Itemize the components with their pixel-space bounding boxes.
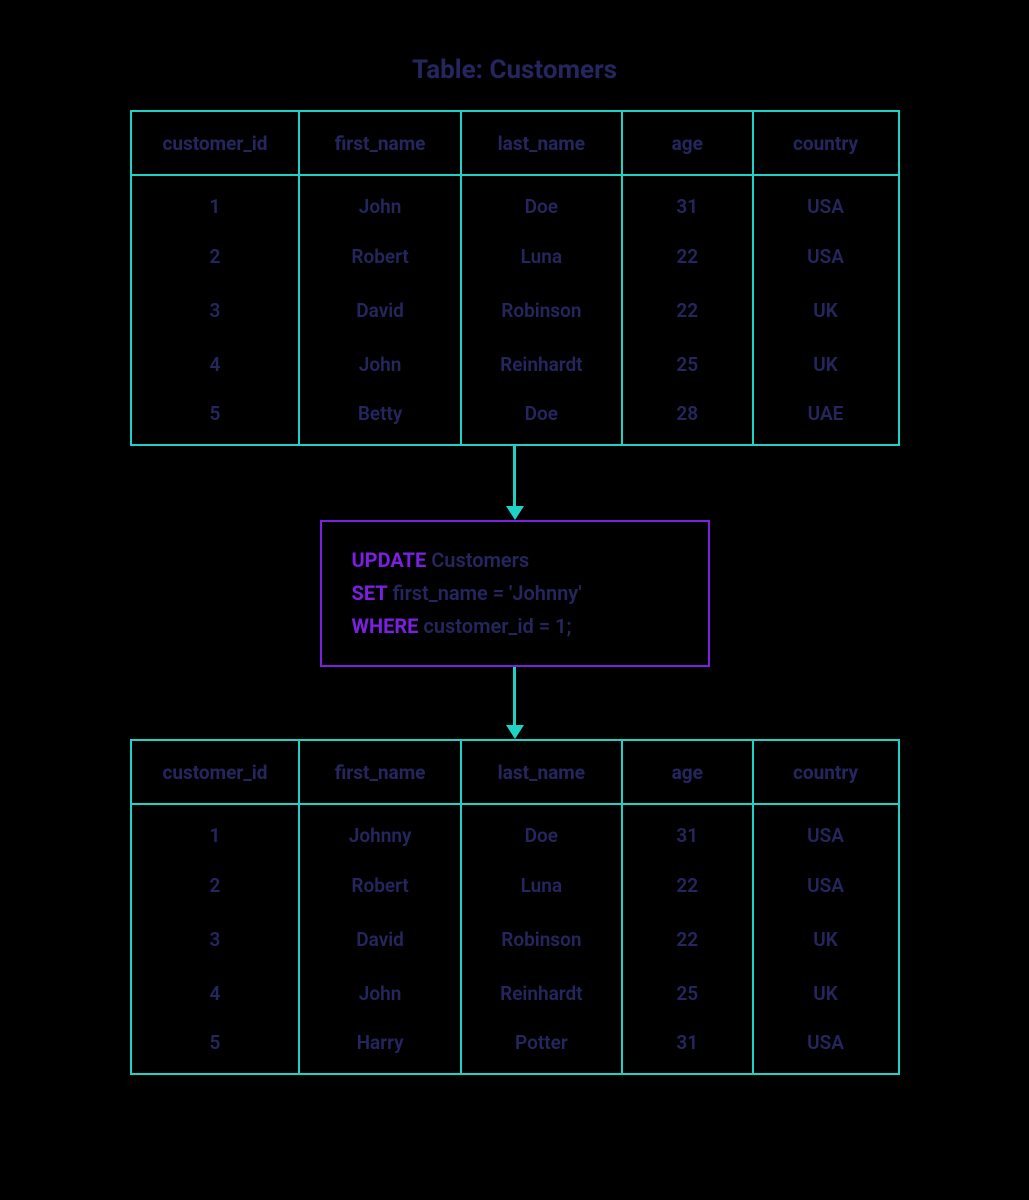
sql-keyword: SET	[352, 581, 388, 605]
cell: UK	[753, 912, 899, 966]
cell: 31	[622, 175, 753, 229]
cell: Robinson	[461, 283, 622, 337]
sql-update-statement: UPDATE Customers SET first_name = 'Johnn…	[320, 520, 710, 667]
cell: 31	[622, 1020, 753, 1074]
cell: 4	[131, 966, 300, 1020]
cell: USA	[753, 175, 899, 229]
cell: Johnny	[299, 804, 460, 858]
cell: USA	[753, 1020, 899, 1074]
table-row: 4JohnReinhardt25UK	[131, 337, 899, 391]
cell: 2	[131, 858, 300, 912]
table-row: 3DavidRobinson22UK	[131, 283, 899, 337]
col-header: first_name	[299, 740, 460, 804]
cell: John	[299, 966, 460, 1020]
sql-line: UPDATE Customers	[352, 544, 678, 577]
table-row: 1JohnDoe31USA	[131, 175, 899, 229]
table-row: 2RobertLuna22USA	[131, 858, 899, 912]
cell: Doe	[461, 804, 622, 858]
cell: John	[299, 337, 460, 391]
cell: Luna	[461, 858, 622, 912]
col-header: age	[622, 111, 753, 175]
cell: USA	[753, 229, 899, 283]
cell: 25	[622, 966, 753, 1020]
sql-text: customer_id = 1;	[418, 614, 571, 638]
cell: 25	[622, 337, 753, 391]
sql-line: SET first_name = 'Johnny'	[352, 577, 678, 610]
cell: 22	[622, 912, 753, 966]
cell: David	[299, 912, 460, 966]
col-header: country	[753, 111, 899, 175]
table-row: 5HarryPotter31USA	[131, 1020, 899, 1074]
sql-line: WHERE customer_id = 1;	[352, 610, 678, 643]
col-header: first_name	[299, 111, 460, 175]
cell: USA	[753, 804, 899, 858]
cell: Reinhardt	[461, 337, 622, 391]
table-row: 3DavidRobinson22UK	[131, 912, 899, 966]
cell: 5	[131, 1020, 300, 1074]
table-row: 1JohnnyDoe31USA	[131, 804, 899, 858]
table-row: 2RobertLuna22USA	[131, 229, 899, 283]
cell: Robert	[299, 229, 460, 283]
sql-keyword: WHERE	[352, 614, 419, 638]
table-row: 4JohnReinhardt25UK	[131, 966, 899, 1020]
cell: 22	[622, 229, 753, 283]
cell: David	[299, 283, 460, 337]
cell: Harry	[299, 1020, 460, 1074]
table-header-row: customer_id first_name last_name age cou…	[131, 111, 899, 175]
cell: Potter	[461, 1020, 622, 1074]
sql-text: first_name = 'Johnny'	[388, 581, 582, 605]
cell: 22	[622, 283, 753, 337]
cell: USA	[753, 858, 899, 912]
col-header: customer_id	[131, 111, 300, 175]
customers-table-after: customer_id first_name last_name age cou…	[130, 739, 900, 1075]
col-header: country	[753, 740, 899, 804]
cell: UK	[753, 283, 899, 337]
cell: 4	[131, 337, 300, 391]
cell: Luna	[461, 229, 622, 283]
cell: UK	[753, 966, 899, 1020]
cell: 31	[622, 804, 753, 858]
cell: Reinhardt	[461, 966, 622, 1020]
arrow-down-icon	[506, 667, 524, 739]
cell: Robert	[299, 858, 460, 912]
cell: Doe	[461, 175, 622, 229]
cell: Doe	[461, 391, 622, 445]
sql-keyword: UPDATE	[352, 548, 427, 572]
cell: Robinson	[461, 912, 622, 966]
customers-table-before: customer_id first_name last_name age cou…	[130, 110, 900, 446]
cell: 22	[622, 858, 753, 912]
arrow-down-icon	[506, 446, 524, 520]
table-row: 5BettyDoe28UAE	[131, 391, 899, 445]
sql-text: Customers	[426, 548, 529, 572]
cell: 5	[131, 391, 300, 445]
cell: UK	[753, 337, 899, 391]
cell: UAE	[753, 391, 899, 445]
cell: 2	[131, 229, 300, 283]
col-header: last_name	[461, 740, 622, 804]
cell: 1	[131, 175, 300, 229]
table-header-row: customer_id first_name last_name age cou…	[131, 740, 899, 804]
col-header: last_name	[461, 111, 622, 175]
col-header: age	[622, 740, 753, 804]
col-header: customer_id	[131, 740, 300, 804]
cell: 28	[622, 391, 753, 445]
diagram-title: Table: Customers	[412, 55, 617, 85]
cell: John	[299, 175, 460, 229]
cell: 3	[131, 912, 300, 966]
cell: 1	[131, 804, 300, 858]
cell: Betty	[299, 391, 460, 445]
cell: 3	[131, 283, 300, 337]
